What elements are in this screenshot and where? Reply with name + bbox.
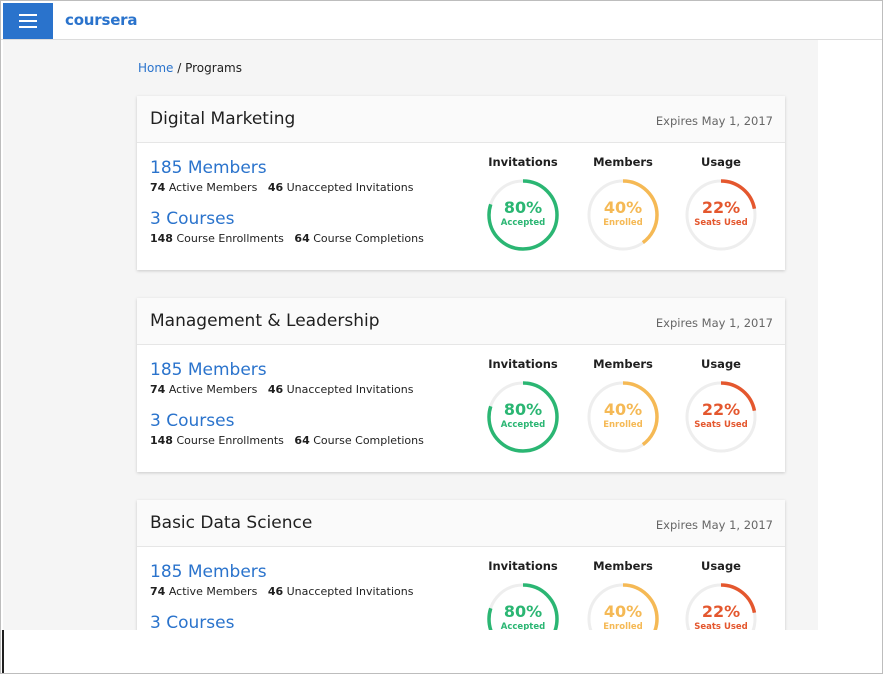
members-summary: 74 Active Members 46 Unaccepted Invitati… [150,585,414,598]
usage-percent: 22% [701,602,741,621]
courses-link[interactable]: 3 Courses [150,613,235,630]
members-summary: 74 Active Members 46 Unaccepted Invitati… [150,383,414,396]
progress-ring-arc [587,179,659,251]
progress-ring-graphic [487,583,559,630]
invitations-heading: Invitations [488,155,558,169]
breadcrumb-separator: / [173,61,186,75]
usage-percent: 22% [701,198,741,217]
members-heading: Members [593,155,653,169]
usage-caption: Seats Used [694,622,748,630]
program-expiration: Expires May 1, 2017 [655,316,773,330]
courses-summary: 148 Course Enrollments 64 Course Complet… [150,232,424,245]
invitations-progress-ring: 80% Accepted [486,582,560,630]
program-card-header: Digital Marketing Expires May 1, 2017 [137,96,785,143]
window-edge [2,630,4,673]
invitations-caption: Accepted [500,622,546,630]
usage-progress-ring: 22% Seats Used [684,582,758,630]
invitations-progress-ring: 80% Accepted [486,380,560,454]
right-panel-tab [839,46,863,56]
members-progress-ring: 40% Enrolled [586,582,660,630]
members-progress-ring: 40% Enrolled [586,178,660,252]
progress-ring-arc [685,381,757,453]
progress-ring-arc [685,583,757,630]
progress-ring-graphic [587,583,659,630]
members-heading: Members [593,357,653,371]
courses-summary: 148 Course Enrollments 64 Course Complet… [150,434,424,447]
courses-link[interactable]: 3 Courses [150,411,235,431]
invitations-percent: 80% [503,198,543,217]
progress-ring-arc [587,381,659,453]
invitations-percent: 80% [503,602,543,621]
progress-ring-graphic [685,179,757,251]
program-expiration: Expires May 1, 2017 [655,518,773,532]
program-card: Digital Marketing Expires May 1, 2017 18… [137,96,785,270]
progress-ring-arc [487,583,559,630]
members-link[interactable]: 185 Members [150,360,267,380]
members-percent: 40% [603,602,643,621]
progress-ring-graphic [685,381,757,453]
usage-progress-ring: 22% Seats Used [684,178,758,252]
usage-heading: Usage [701,155,741,169]
hamburger-icon [19,14,37,16]
invitations-caption: Accepted [500,218,546,228]
invitations-heading: Invitations [488,559,558,573]
members-link[interactable]: 185 Members [150,158,267,178]
progress-ring-arc [587,583,659,630]
members-percent: 40% [603,400,643,419]
progress-ring-graphic [487,179,559,251]
members-percent: 40% [603,198,643,217]
breadcrumb-current: Programs [185,61,242,75]
usage-heading: Usage [701,357,741,371]
members-caption: Enrolled [603,218,643,228]
bottom-blank-area [3,630,882,673]
program-title[interactable]: Management & Leadership [150,311,380,331]
usage-caption: Seats Used [694,218,748,228]
progress-ring-graphic [487,381,559,453]
members-caption: Enrolled [603,420,643,430]
usage-caption: Seats Used [694,420,748,430]
breadcrumb: Home / Programs [138,61,242,75]
usage-heading: Usage [701,559,741,573]
hamburger-menu-button[interactable] [3,3,53,39]
invitations-percent: 80% [503,400,543,419]
program-title[interactable]: Digital Marketing [150,109,296,129]
members-summary: 74 Active Members 46 Unaccepted Invitati… [150,181,414,194]
invitations-progress-ring: 80% Accepted [486,178,560,252]
program-expiration: Expires May 1, 2017 [655,114,773,128]
courses-link[interactable]: 3 Courses [150,209,235,229]
progress-ring-arc [487,179,559,251]
progress-ring-arc [487,381,559,453]
usage-progress-ring: 22% Seats Used [684,380,758,454]
program-title[interactable]: Basic Data Science [150,513,313,533]
breadcrumb-home-link[interactable]: Home [138,61,174,75]
program-card-header: Basic Data Science Expires May 1, 2017 [137,500,785,547]
members-heading: Members [593,559,653,573]
progress-ring-graphic [587,381,659,453]
coursera-logo[interactable]: coursera [65,11,138,29]
usage-percent: 22% [701,400,741,419]
program-card-header: Management & Leadership Expires May 1, 2… [137,298,785,345]
top-navigation-bar: coursera [1,1,882,40]
program-card: Basic Data Science Expires May 1, 2017 1… [137,500,785,630]
invitations-heading: Invitations [488,357,558,371]
members-progress-ring: 40% Enrolled [586,380,660,454]
right-panel-blank [818,53,882,630]
program-card: Management & Leadership Expires May 1, 2… [137,298,785,472]
members-link[interactable]: 185 Members [150,562,267,582]
members-caption: Enrolled [603,622,643,630]
progress-ring-graphic [587,179,659,251]
progress-ring-graphic [685,583,757,630]
progress-ring-arc [685,179,757,251]
invitations-caption: Accepted [500,420,546,430]
main-content: Home / Programs Digital Marketing Expire… [3,40,818,630]
